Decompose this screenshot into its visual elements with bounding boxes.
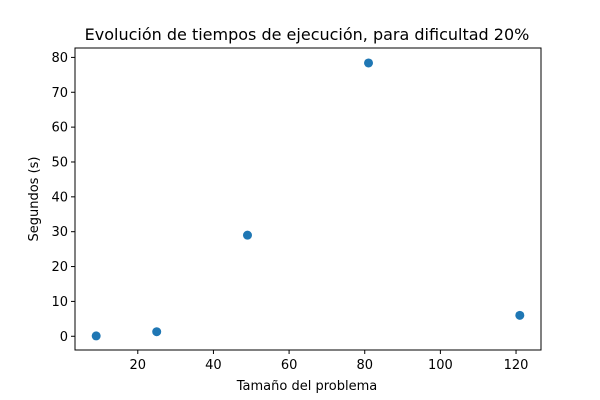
x-axis: 20 40 60 80 100 120 — [130, 350, 529, 373]
y-axis-label: Segundos (s) — [27, 156, 42, 241]
data-point — [91, 331, 101, 341]
x-tick-label: 120 — [504, 358, 529, 373]
y-tick-label: 30 — [51, 225, 68, 240]
data-point — [515, 310, 525, 320]
x-tick-label: 80 — [356, 358, 373, 373]
y-tick-label: 60 — [51, 121, 68, 136]
x-tick-label: 60 — [281, 358, 298, 373]
y-tick-label: 10 — [51, 295, 68, 310]
data-point — [242, 230, 252, 240]
plot-frame — [74, 47, 542, 351]
data-point — [152, 327, 162, 337]
y-tick-label: 80 — [51, 51, 68, 66]
x-tick-label: 100 — [428, 358, 453, 373]
x-tick-label: 20 — [130, 358, 147, 373]
chart-title: Evolución de tiempos de ejecución, para … — [85, 25, 530, 44]
y-tick-label: 70 — [51, 86, 68, 101]
y-tick-label: 0 — [60, 330, 68, 345]
y-tick-label: 40 — [51, 190, 68, 205]
x-tick-label: 40 — [205, 358, 222, 373]
data-points — [91, 58, 525, 341]
x-axis-label: Tamaño del problema — [236, 379, 377, 394]
y-tick-label: 50 — [51, 155, 68, 170]
y-tick-label: 20 — [51, 260, 68, 275]
y-axis: 0 10 20 30 40 50 60 70 80 — [51, 51, 75, 345]
data-point — [364, 58, 374, 68]
